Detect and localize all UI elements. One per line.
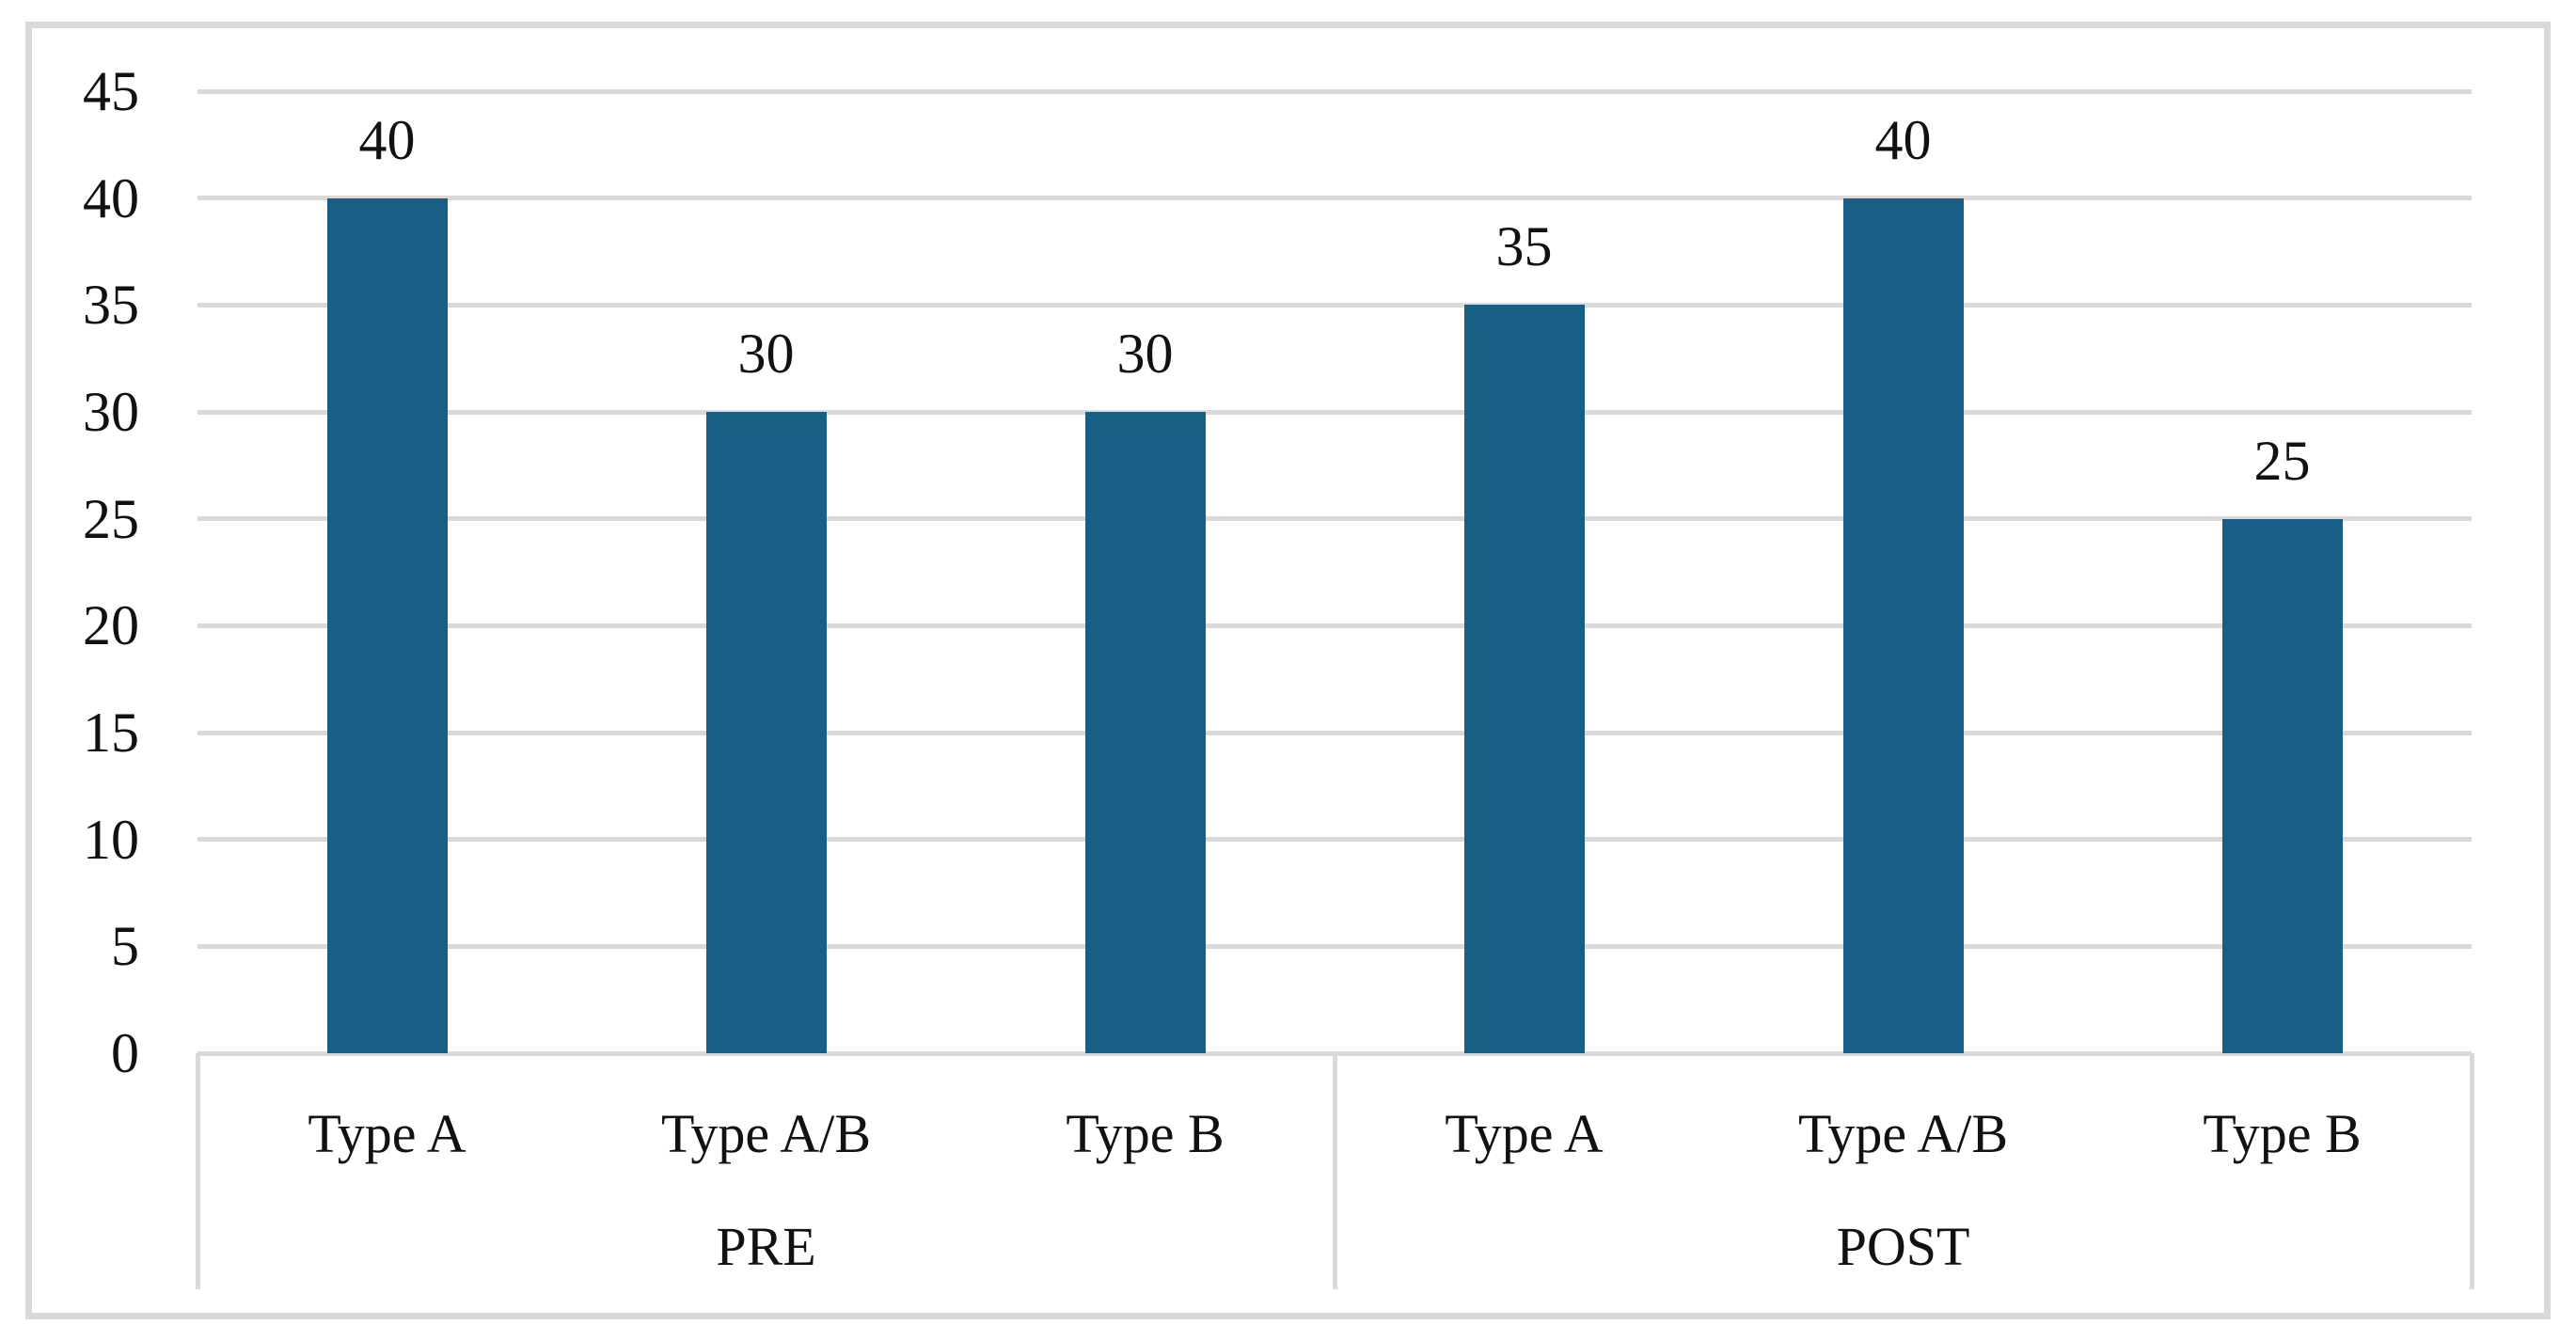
gridline xyxy=(198,196,2472,201)
gridline xyxy=(198,837,2472,843)
bar-post-type-b xyxy=(2221,518,2343,1053)
x-axis-group-divider xyxy=(195,1053,200,1289)
y-axis-tick-label: 15 xyxy=(83,702,139,764)
x-axis-category-label: Type A xyxy=(1445,1103,1604,1164)
bar-value-label: 40 xyxy=(358,108,416,171)
bar-pre-type-b xyxy=(1084,412,1206,1053)
x-axis-group-divider xyxy=(1332,1053,1337,1289)
bar-value-label: 30 xyxy=(737,323,795,385)
y-axis-tick-label: 10 xyxy=(83,808,139,871)
y-axis-tick-label: 45 xyxy=(83,60,139,122)
gridline xyxy=(198,943,2472,949)
y-axis-tick-label: 30 xyxy=(83,381,139,443)
y-axis-tick-label: 35 xyxy=(83,274,139,337)
gridline xyxy=(198,623,2472,628)
x-axis-group-label-post: POST xyxy=(1836,1216,1970,1277)
bar-pre-type-a xyxy=(326,197,448,1053)
gridline xyxy=(198,516,2472,522)
gridline xyxy=(198,409,2472,415)
gridline xyxy=(198,88,2472,94)
bar-value-label: 40 xyxy=(1874,108,1932,171)
x-axis-category-label: Type A/B xyxy=(660,1103,872,1164)
gridline xyxy=(198,730,2472,735)
x-axis-group-divider xyxy=(2469,1053,2474,1289)
x-axis-category-label: Type A xyxy=(308,1103,466,1164)
bar-post-type-a xyxy=(1463,305,1585,1053)
y-axis-tick-label: 25 xyxy=(83,487,139,550)
x-axis-group-label-pre: PRE xyxy=(716,1216,816,1277)
bar-value-label: 30 xyxy=(1116,323,1174,385)
gridline xyxy=(198,302,2472,308)
bar-value-label: 25 xyxy=(2253,429,2311,492)
bar-pre-type-a-b xyxy=(705,412,827,1053)
x-axis-category-label: Type B xyxy=(2203,1103,2362,1164)
x-axis-category-label: Type B xyxy=(1066,1103,1225,1164)
bar-post-type-a-b xyxy=(1842,197,1964,1053)
y-axis-tick-label: 0 xyxy=(111,1022,139,1084)
x-axis-category-label: Type A/B xyxy=(1797,1103,2009,1164)
y-axis-tick-label: 5 xyxy=(111,915,139,978)
y-axis-tick-label: 40 xyxy=(83,166,139,229)
y-axis-tick-label: 20 xyxy=(83,594,139,657)
bar-value-label: 35 xyxy=(1495,215,1553,278)
